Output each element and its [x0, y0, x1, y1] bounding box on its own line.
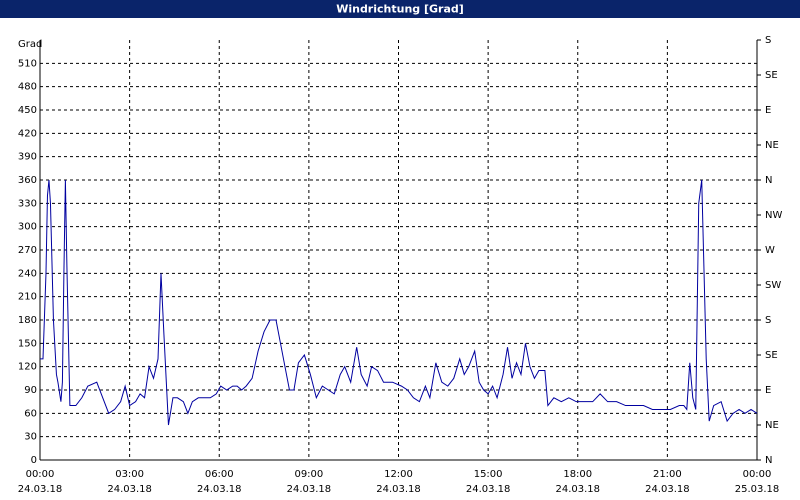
y2-tick-label: S — [765, 35, 771, 46]
y-tick-label: 330 — [18, 198, 37, 209]
y-tick-label: 300 — [18, 222, 37, 233]
chart-title: Windrichtung [Grad] — [336, 3, 464, 16]
y-tick-label: 390 — [18, 152, 37, 163]
y2-tick-label: SE — [765, 70, 778, 81]
y-tick-label: 180 — [18, 315, 37, 326]
y-tick-label: 120 — [18, 362, 37, 373]
y-tick-label: 270 — [18, 245, 37, 256]
data-line — [40, 179, 758, 426]
y-tick-label: 240 — [18, 268, 37, 279]
y-tick-label: 420 — [18, 128, 37, 139]
y-tick-label: 60 — [24, 408, 37, 419]
x-tick-date: 24.03.18 — [197, 484, 242, 495]
x-tick-date: 24.03.18 — [18, 484, 63, 495]
x-tick-date: 24.03.18 — [287, 484, 332, 495]
y-tick-label: 90 — [24, 385, 37, 396]
y2-tick-label: SE — [765, 350, 778, 361]
title-bar — [0, 0, 800, 18]
x-tick-date: 24.03.18 — [107, 484, 152, 495]
x-tick-label: 15:00 — [474, 469, 503, 480]
y-tick-label: 510 — [18, 58, 37, 69]
x-tick-date: 24.03.18 — [645, 484, 690, 495]
y2-tick-label: NW — [765, 210, 782, 221]
x-tick-date: 24.03.18 — [376, 484, 421, 495]
y-tick-label: 0 — [31, 455, 37, 466]
y2-tick-label: N — [765, 175, 772, 186]
y-tick-label: 30 — [24, 432, 37, 443]
y2-tick-label: E — [765, 385, 771, 396]
y-tick-label: 360 — [18, 175, 37, 186]
y-tick-label: 450 — [18, 105, 37, 116]
x-tick-label: 18:00 — [563, 469, 592, 480]
x-tick-label: 03:00 — [115, 469, 144, 480]
x-tick-label: 00:00 — [26, 469, 55, 480]
y2-tick-label: NE — [765, 140, 779, 151]
x-tick-label: 12:00 — [384, 469, 413, 480]
grid-layer — [39, 40, 758, 461]
x-tick-date: 25.03.18 — [735, 484, 780, 495]
y2-tick-label: W — [765, 245, 775, 256]
x-tick-label: 21:00 — [653, 469, 682, 480]
x-tick-date: 24.03.18 — [555, 484, 600, 495]
x-tick-date: 24.03.18 — [466, 484, 511, 495]
x-tick-label: 00:00 — [743, 469, 772, 480]
y2-tick-label: NE — [765, 420, 779, 431]
y2-tick-label: S — [765, 315, 771, 326]
x-tick-label: 09:00 — [294, 469, 323, 480]
y-tick-label: 150 — [18, 338, 37, 349]
x-tick-label: 06:00 — [205, 469, 234, 480]
y2-tick-label: SW — [765, 280, 781, 291]
y2-tick-label: E — [765, 105, 771, 116]
y-tick-label: 210 — [18, 292, 37, 303]
y-tick-label: 480 — [18, 82, 37, 93]
y2-tick-label: N — [765, 455, 772, 466]
y-axis-label: Grad — [18, 39, 42, 50]
